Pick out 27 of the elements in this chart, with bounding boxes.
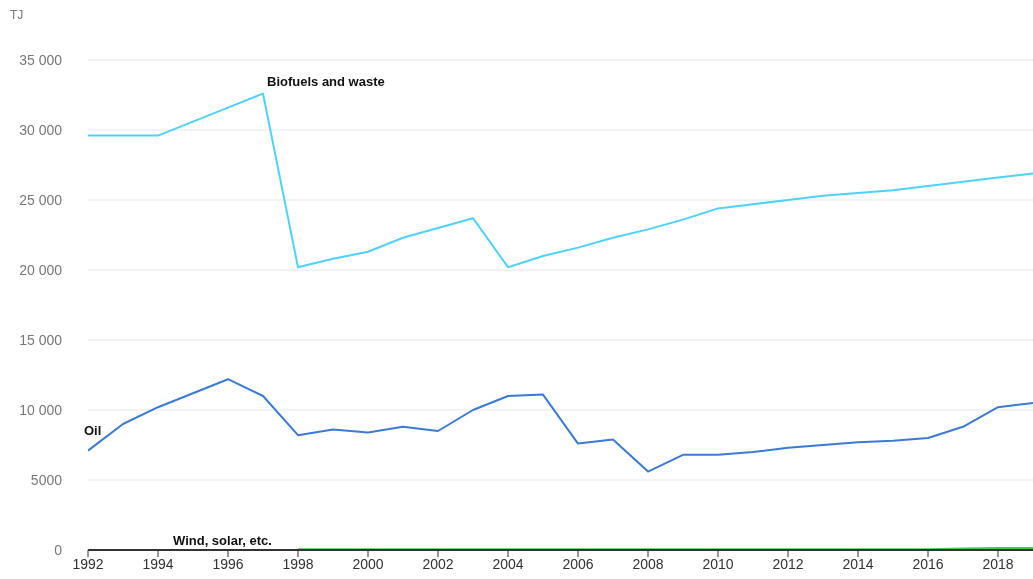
x-tick-label: 2008 xyxy=(632,555,664,572)
y-tick-label: 10 000 xyxy=(19,401,63,418)
y-tick-label: 5000 xyxy=(30,471,63,488)
y-tick-label: 15 000 xyxy=(19,331,63,348)
x-tick-label: 1996 xyxy=(212,555,244,572)
y-tick-label: 35 000 xyxy=(19,51,63,68)
x-tick-label: 2016 xyxy=(912,555,944,572)
y-tick-label: 30 000 xyxy=(19,121,63,138)
text: Wind, solar, etc. xyxy=(173,533,272,549)
line-series xyxy=(88,92,1033,269)
x-tick-label: 2002 xyxy=(422,555,454,572)
x-tick-label: 1992 xyxy=(72,555,104,572)
y-tick-label: 0 xyxy=(54,541,63,558)
x-tick-label: 2004 xyxy=(492,555,524,572)
x-tick-label: 2000 xyxy=(352,555,384,572)
x-tick-label: 1994 xyxy=(142,555,174,572)
x-tick-label: 2006 xyxy=(562,555,594,572)
series-label: Biofuels and waste xyxy=(267,73,385,89)
y-tick-label: 25 000 xyxy=(19,191,63,208)
x-tick-label: 2010 xyxy=(702,555,734,572)
y-tick-label: 20 000 xyxy=(19,261,63,278)
y-axis-title: TJ xyxy=(10,7,24,22)
x-tick-label: 1998 xyxy=(282,555,314,572)
x-tick-label: 2012 xyxy=(772,555,804,572)
series-label: Oil xyxy=(84,422,102,438)
x-tick-label: 2014 xyxy=(842,555,874,572)
x-tick-label: 2018 xyxy=(982,555,1014,572)
